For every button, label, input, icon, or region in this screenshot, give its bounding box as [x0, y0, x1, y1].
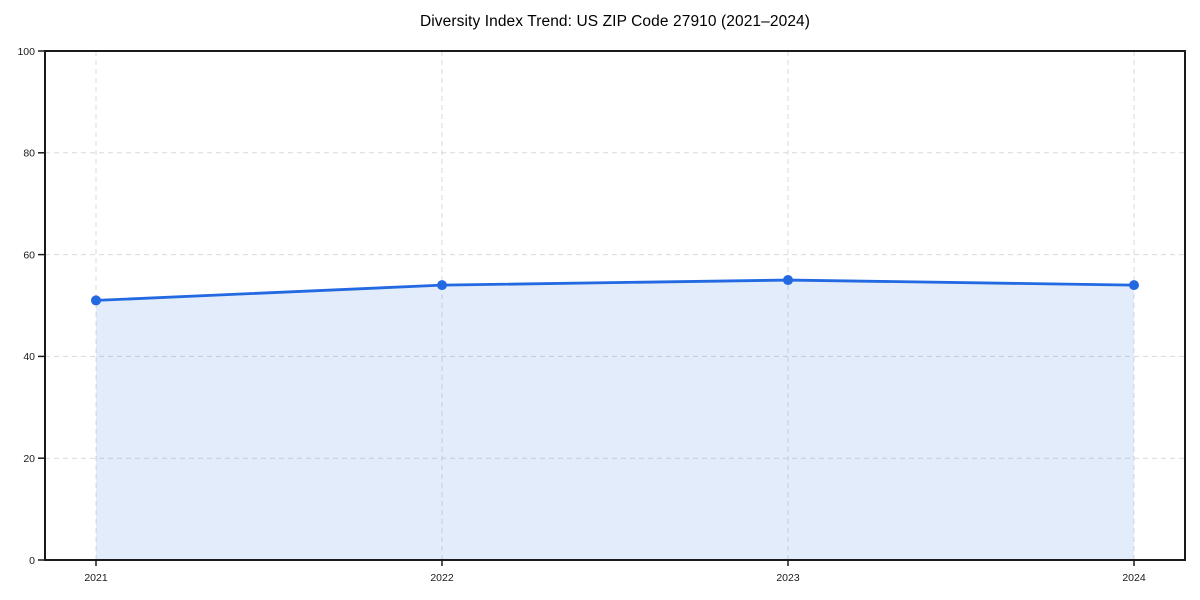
y-tick-label: 80	[23, 148, 35, 160]
x-tick-label: 2024	[1122, 572, 1146, 584]
y-tick-label: 100	[17, 46, 35, 58]
y-tick-label: 60	[23, 249, 35, 261]
y-tick-label: 0	[29, 555, 35, 567]
data-point	[1129, 280, 1139, 291]
y-tick-label: 20	[23, 453, 35, 465]
x-tick-label: 2022	[430, 572, 454, 584]
area-fill	[96, 280, 1134, 560]
plot-border	[44, 50, 1186, 561]
x-tick-label: 2021	[84, 572, 108, 584]
x-tick-label: 2023	[776, 572, 800, 584]
data-point	[91, 295, 101, 306]
y-tick-label: 40	[23, 351, 35, 363]
trend-line	[94, 278, 1136, 302]
chart-title: Diversity Index Trend: US ZIP Code 27910…	[419, 13, 811, 30]
data-point	[437, 280, 447, 291]
data-point	[783, 275, 793, 286]
